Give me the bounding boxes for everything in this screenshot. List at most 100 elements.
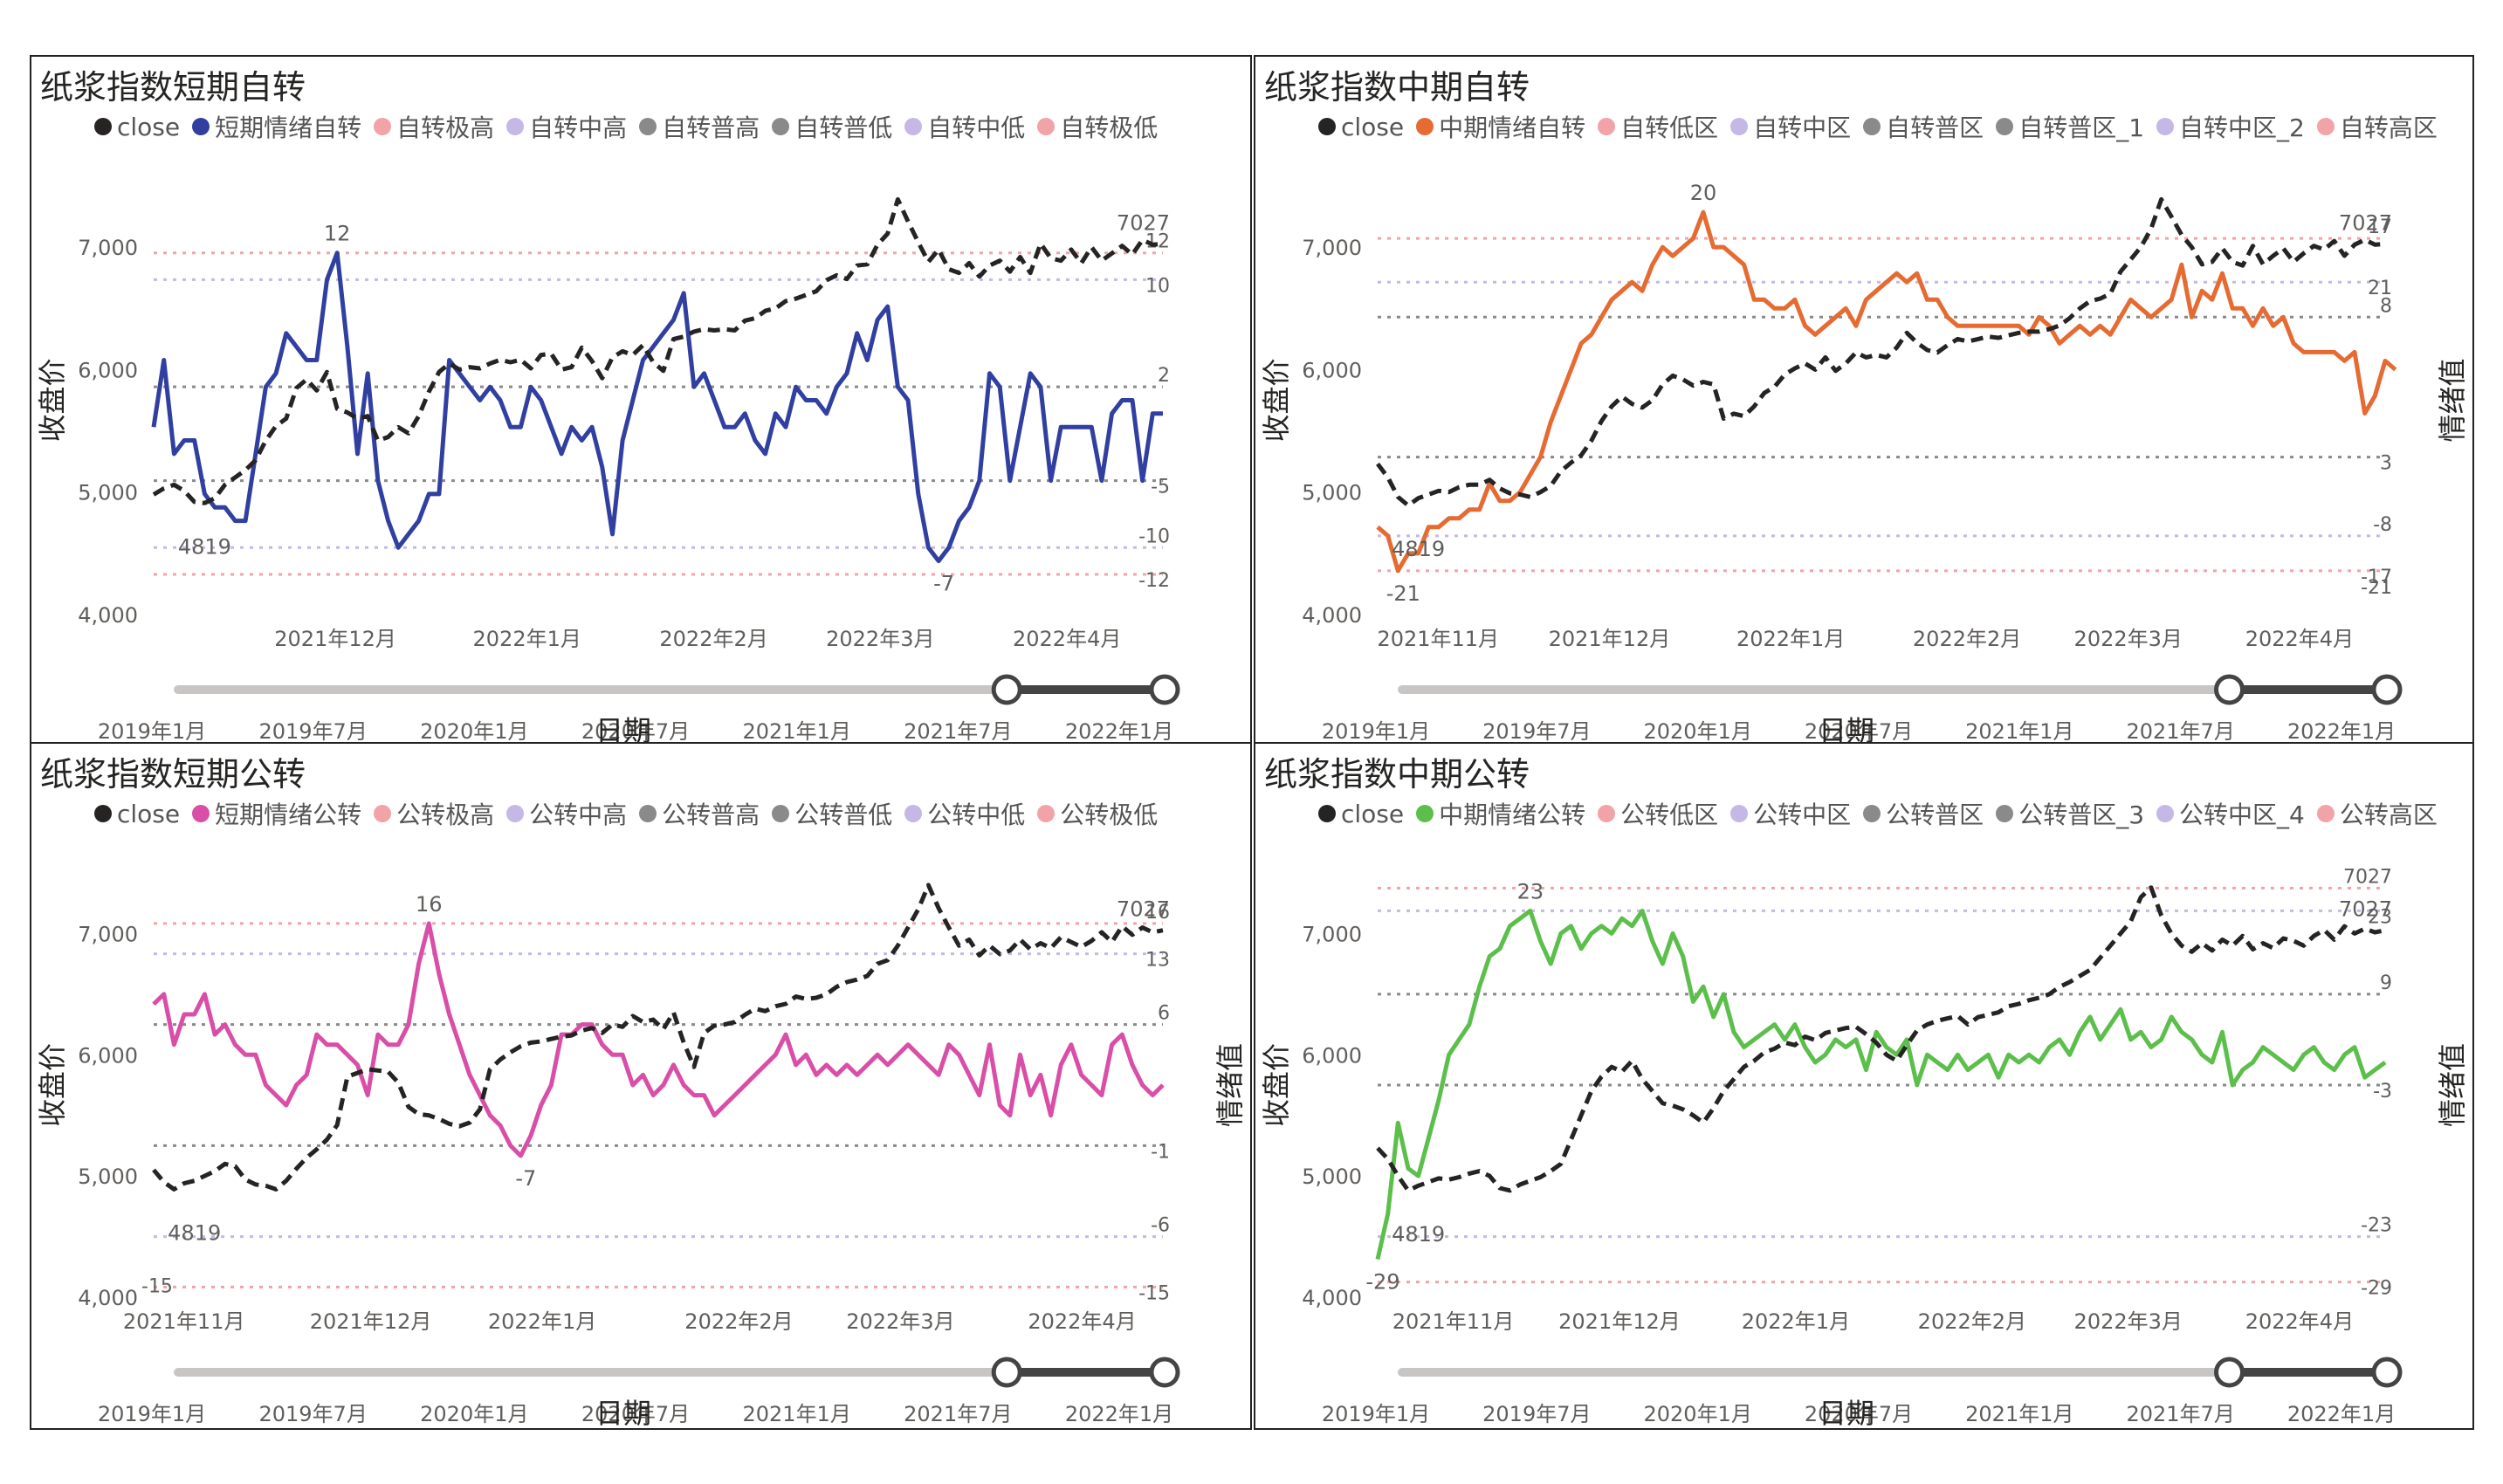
x-tick-label: 2022年4月 xyxy=(1013,627,1121,651)
slider-handle-start[interactable] xyxy=(2214,1357,2245,1388)
x-tick-label: 2022年3月 xyxy=(2074,627,2183,651)
legend-item-ref4[interactable]: 自转普低 xyxy=(772,109,892,144)
legend-item-close[interactable]: close xyxy=(1318,800,1404,828)
legend-dot-icon xyxy=(1996,805,2014,822)
y-tick-label: 4,000 xyxy=(78,603,138,628)
legend-label: 公转普区 xyxy=(1886,800,1984,829)
close-last-label: 7027 xyxy=(2339,210,2392,235)
y-tick-label: 4,000 xyxy=(1302,603,1362,628)
y-tick-label: 7,000 xyxy=(78,922,138,946)
slider-handle-start[interactable] xyxy=(991,674,1022,705)
reference-value-label: -3 xyxy=(2373,1081,2392,1103)
legend-item-ref6[interactable]: 自转极低 xyxy=(1037,109,1158,144)
legend-dot-icon xyxy=(1037,118,1056,135)
y-tick-label: 6,000 xyxy=(1302,358,1362,382)
reference-value-label: 2 xyxy=(1158,365,1170,387)
legend-item-close[interactable]: close xyxy=(94,800,180,828)
legend-item-ref4[interactable]: 公转普低 xyxy=(772,796,892,831)
legend-dot-icon xyxy=(94,118,112,135)
slider-tick-label: 2019年7月 xyxy=(258,1402,367,1426)
slider-tick-label: 2020年7月 xyxy=(581,1402,690,1426)
legend-item-ref6[interactable]: 自转高区 xyxy=(2316,109,2438,144)
legend-item-sentiment[interactable]: 中期情绪自转 xyxy=(1416,109,1585,144)
y2-axis-title: 情绪值 xyxy=(1214,1043,1247,1127)
x-axis-title: 日期 xyxy=(1819,1397,1874,1428)
legend-item-ref3[interactable]: 公转普高 xyxy=(639,796,760,831)
legend-dot-icon xyxy=(1416,118,1434,135)
legend-item-ref1[interactable]: 公转低区 xyxy=(1598,796,1718,831)
sentiment-series-line xyxy=(152,921,1165,1158)
slider-handle-start[interactable] xyxy=(991,1357,1022,1388)
slider-handle-end[interactable] xyxy=(2371,674,2403,705)
legend-item-ref5[interactable]: 公转中区_4 xyxy=(2156,796,2305,831)
legend-item-ref2[interactable]: 自转中区 xyxy=(1730,109,1851,144)
legend-item-ref5[interactable]: 自转中低 xyxy=(904,109,1025,144)
legend-dot-icon xyxy=(2156,118,2175,135)
legend-label: 自转高区 xyxy=(2339,113,2438,142)
x-tick-label: 2022年2月 xyxy=(1918,1309,2026,1334)
slider-handle-end[interactable] xyxy=(1149,674,1180,705)
legend-item-ref2[interactable]: 公转中区 xyxy=(1730,796,1851,831)
close-series-line xyxy=(1376,196,2386,508)
legend-item-ref5[interactable]: 公转中低 xyxy=(904,796,1025,831)
reference-value-label: -10 xyxy=(1138,526,1170,547)
slider-tick-label: 2020年1月 xyxy=(1643,719,1751,744)
legend-dot-icon xyxy=(2316,118,2335,135)
legend-item-ref1[interactable]: 公转极高 xyxy=(374,796,494,831)
x-tick-label: 2022年2月 xyxy=(659,627,767,651)
x-tick-label: 2021年11月 xyxy=(1392,1309,1515,1334)
legend-label: 自转低区 xyxy=(1620,113,1719,142)
y-tick-label: 4,000 xyxy=(1302,1286,1362,1310)
legend-item-ref6[interactable]: 公转极低 xyxy=(1037,796,1158,831)
y-axis-title: 收盘价 xyxy=(36,1043,69,1127)
close-min-label: 4819 xyxy=(1392,1222,1445,1247)
legend-item-sentiment[interactable]: 短期情绪公转 xyxy=(192,796,361,831)
chart-svg: 7,000 6,000 5,000 4,000 收盘价 情绪值 16 13 6 -1 -6 -15 -1… xyxy=(36,883,1247,1428)
x-tick-label: 2022年1月 xyxy=(1736,627,1845,651)
chart-svg: 7,000 6,000 5,000 4,000 收盘价 12 10 2 -5 -10 -12 4819… xyxy=(36,196,1180,745)
reference-value-label: 7027 xyxy=(2343,866,2392,888)
legend-item-ref2[interactable]: 公转中高 xyxy=(506,796,627,831)
slider-handle-end[interactable] xyxy=(2371,1357,2403,1388)
legend-item-close[interactable]: close xyxy=(1318,113,1404,141)
panel-mid-public: 纸浆指数中期公转 close 中期情绪公转 公转低区 公转中区 公转普区 公转普… xyxy=(1254,742,2474,1430)
legend-dot-icon xyxy=(639,805,657,822)
legend-item-ref6[interactable]: 公转高区 xyxy=(2316,796,2438,831)
legend-dot-icon xyxy=(1598,805,1616,822)
legend-dot-icon xyxy=(192,805,210,822)
sentiment-series-line xyxy=(1376,210,2397,574)
slider-tick-label: 2021年7月 xyxy=(904,1402,1012,1426)
legend-item-ref2[interactable]: 自转中高 xyxy=(506,109,627,144)
legend-item-ref3[interactable]: 公转普区 xyxy=(1863,796,1984,831)
x-tick-label: 2022年1月 xyxy=(473,627,581,651)
y-tick-label: 5,000 xyxy=(1302,1165,1362,1189)
legend-item-ref1[interactable]: 自转极高 xyxy=(374,109,494,144)
legend-item-ref1[interactable]: 自转低区 xyxy=(1598,109,1718,144)
legend-item-sentiment[interactable]: 短期情绪自转 xyxy=(192,109,361,144)
slider-tick-label: 2021年7月 xyxy=(2126,1402,2234,1426)
reference-value-label: 23 xyxy=(2368,906,2392,928)
slider-handle-end[interactable] xyxy=(1149,1357,1180,1388)
legend-dot-icon xyxy=(639,118,657,135)
legend-item-ref3[interactable]: 自转普区 xyxy=(1863,109,1984,144)
legend-label: 公转中高 xyxy=(529,800,628,829)
slider-tick-label: 2019年7月 xyxy=(1482,719,1591,744)
reference-value-label: -29 xyxy=(2361,1278,2392,1300)
panel-short-self: 纸浆指数短期自转 close 短期情绪自转 自转极高 自转中高 自转普高 自转普… xyxy=(30,55,1252,747)
reference-value-label: -15 xyxy=(141,1275,173,1297)
close-last-label: 7027 xyxy=(1117,897,1170,922)
x-tick-label: 2022年2月 xyxy=(1913,627,2021,651)
legend-dot-icon xyxy=(1037,805,1056,822)
legend-item-close[interactable]: close xyxy=(94,113,180,141)
legend-item-ref4[interactable]: 自转普区_1 xyxy=(1996,109,2144,144)
legend-item-ref3[interactable]: 自转普高 xyxy=(639,109,760,144)
slider-handle-start[interactable] xyxy=(2214,674,2245,705)
legend-item-sentiment[interactable]: 中期情绪公转 xyxy=(1416,796,1585,831)
legend-item-ref4[interactable]: 公转普区_3 xyxy=(1996,796,2144,831)
legend-label: 自转普低 xyxy=(794,113,893,142)
slider-tick-label: 2022年1月 xyxy=(1065,1402,1173,1426)
legend-item-ref5[interactable]: 自转中区_2 xyxy=(2156,109,2305,144)
legend-label: 短期情绪自转 xyxy=(215,113,362,142)
legend-dot-icon xyxy=(1416,805,1434,822)
